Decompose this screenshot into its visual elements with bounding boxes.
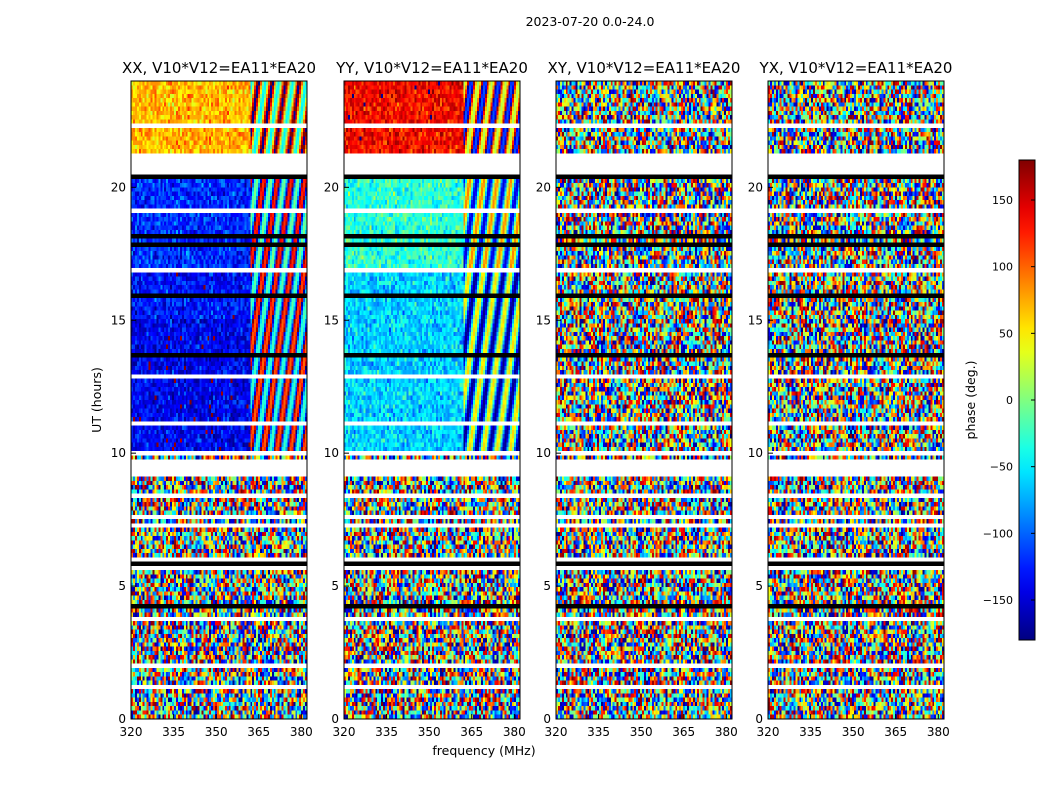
panel-frame-2	[555, 80, 733, 720]
x-tick-label: 365	[247, 725, 270, 739]
colorbar-tick-label: −150	[983, 594, 1013, 607]
x-tick-label: 350	[205, 725, 228, 739]
x-tick-label: 380	[503, 725, 526, 739]
x-tick-label: 320	[545, 725, 568, 739]
colorbar-tick-label: 150	[992, 194, 1013, 207]
x-tick-label: 335	[375, 725, 398, 739]
x-tick-label: 335	[799, 725, 822, 739]
y-tick-label: 15	[111, 313, 126, 327]
y-tick-label: 5	[118, 579, 126, 593]
colorbar-tick-label: 0	[1006, 394, 1013, 407]
x-tick-label: 380	[715, 725, 738, 739]
y-axis-label: UT (hours)	[89, 367, 104, 433]
y-tick-label: 20	[536, 180, 551, 194]
y-tick-label: 0	[543, 712, 551, 726]
heatmap-image-1	[344, 81, 520, 719]
y-tick-label: 15	[324, 313, 339, 327]
y-tick-label: 10	[111, 446, 126, 460]
x-tick-label: 335	[162, 725, 185, 739]
x-tick-label: 350	[630, 725, 653, 739]
x-tick-label: 380	[927, 725, 950, 739]
y-tick-label: 10	[324, 446, 339, 460]
panel-frame-0	[130, 80, 308, 720]
panel-title-3: YX, V10*V12=EA11*EA20	[759, 59, 953, 77]
x-tick-label: 350	[842, 725, 865, 739]
x-tick-label: 320	[757, 725, 780, 739]
heatmap-image-0	[131, 81, 307, 719]
colorbar: 150 100 50 0 −50 −100 −150 phase (deg.)	[963, 159, 1036, 641]
x-tick-label: 380	[290, 725, 313, 739]
y-tick-label: 15	[536, 313, 551, 327]
y-tick-label: 20	[111, 180, 126, 194]
panel-frame-1	[343, 80, 521, 720]
y-tick-label: 10	[536, 446, 551, 460]
y-tick-label: 5	[755, 579, 763, 593]
heatmap-image-2	[556, 81, 732, 719]
y-tick-label: 10	[748, 446, 763, 460]
y-tick-label: 15	[748, 313, 763, 327]
colorbar-tick-label: −100	[983, 527, 1013, 540]
panel-title-2: XY, V10*V12=EA11*EA20	[548, 59, 741, 77]
colorbar-tick-label: −50	[990, 461, 1013, 474]
panel-title-0: XX, V10*V12=EA11*EA20	[122, 59, 316, 77]
panel-3: YX, V10*V12=EA11*EA20 320 335 350 365 380 0 5 10…	[748, 59, 953, 739]
y-tick-label: 20	[324, 180, 339, 194]
y-tick-label: 0	[331, 712, 339, 726]
panel-title-1: YY, V10*V12=EA11*EA20	[335, 59, 528, 77]
y-tick-label: 0	[118, 712, 126, 726]
panel-frame-3	[767, 80, 945, 720]
colorbar-tick-label: 50	[999, 327, 1013, 340]
y-tick-label: 5	[543, 579, 551, 593]
x-tick-label: 365	[460, 725, 483, 739]
panel-2: XY, V10*V12=EA11*EA20 320 335 350 365 380 0 5 10…	[536, 59, 741, 739]
colorbar-tick-label: 100	[992, 261, 1013, 274]
y-tick-label: 20	[748, 180, 763, 194]
x-tick-label: 350	[418, 725, 441, 739]
colorbar-label: phase (deg.)	[963, 361, 978, 440]
panels-group: XX, V10*V12=EA11*EA20 320 335 350 365 380 0 5 10…	[111, 59, 953, 739]
x-tick-label: 320	[120, 725, 143, 739]
panel-0: XX, V10*V12=EA11*EA20 320 335 350 365 380 0 5 10…	[111, 59, 316, 739]
heatmap-image-3	[768, 81, 944, 719]
y-tick-label: 5	[331, 579, 339, 593]
y-tick-label: 0	[755, 712, 763, 726]
x-tick-label: 365	[672, 725, 695, 739]
panel-1: YY, V10*V12=EA11*EA20 320 335 350 365 380 0 5 10…	[324, 59, 528, 739]
x-axis-label: frequency (MHz)	[432, 743, 535, 758]
x-tick-label: 335	[587, 725, 610, 739]
x-tick-label: 365	[884, 725, 907, 739]
figure-suptitle: 2023-07-20 0.0-24.0	[526, 14, 655, 29]
x-tick-label: 320	[333, 725, 356, 739]
